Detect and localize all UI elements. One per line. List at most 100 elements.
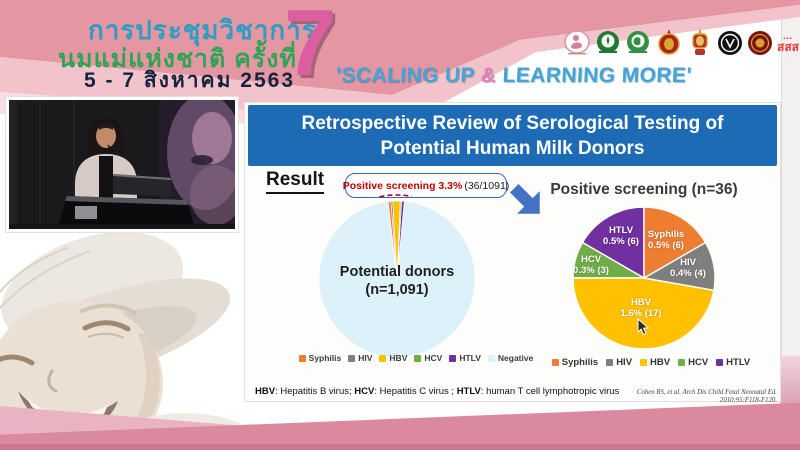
right-margin-strip	[781, 0, 800, 450]
legend-label-hcv: HCV	[424, 353, 443, 363]
presentation-slide: Retrospective Review of Serological Test…	[244, 102, 781, 405]
callout-highlight: Positive screening 3.3%	[342, 179, 463, 192]
legend-swatch-hbv	[379, 354, 387, 362]
organizer-logos: ▪▪▪ สสส	[563, 28, 799, 58]
legend-label-hbv: HBV	[389, 353, 408, 363]
legend-label-htlv: HTLV	[726, 357, 751, 368]
legend-item-negative: Negative	[487, 353, 533, 363]
potential-donors-pie-chart	[318, 194, 476, 358]
legend-item-htlv: HTLV	[716, 357, 750, 368]
microphone	[107, 144, 117, 157]
slide-title-bar: Retrospective Review of Serological Test…	[248, 105, 777, 166]
legend-item-hiv: HIV	[348, 353, 372, 363]
left-pie-legend: Syphilis HIV HBV HCV HTLV Negative	[291, 353, 541, 363]
legend-swatch-syphilis	[298, 354, 306, 362]
edition-number: 7	[284, 0, 337, 95]
fn-def-htlv: : human T cell lymphotropic virus	[480, 386, 620, 397]
department-of-health-logo-icon	[627, 31, 649, 53]
legend-item-syphilis: Syphilis	[298, 353, 342, 363]
abbreviation-footnote: HBV: Hepatitis B virus; HCV: Hepatitis C…	[255, 386, 619, 397]
legend-label-hiv: HIV	[616, 357, 633, 368]
slogan-prefix: 'SCALING UP	[335, 64, 482, 87]
fn-abbr-hcv: HCV	[354, 386, 375, 397]
conference-title-line2: นมแม่แห่งชาติ ครั้งที่	[58, 45, 297, 73]
slide-title-line1: Retrospective Review of Serological Test…	[301, 113, 724, 134]
medical-council-logo-icon	[718, 31, 742, 55]
sss-flag-dots: ▪▪▪	[783, 36, 793, 42]
legend-swatch-htlv	[716, 359, 724, 366]
presenter-face	[96, 124, 116, 148]
ministry-of-public-health-logo-icon	[597, 31, 619, 53]
legend-label-syphilis: Syphilis	[308, 353, 342, 363]
pie-slice-hbv	[572, 277, 715, 350]
cursor-icon	[637, 317, 650, 336]
result-heading: Result	[266, 169, 325, 194]
mouse-cursor	[637, 317, 651, 341]
hiv-name: HIV	[680, 257, 696, 268]
syphilis-name: Syphilis	[647, 229, 685, 240]
legend-item-hcv: HCV	[678, 357, 708, 368]
positive-screening-callout: Positive screening 3.3% (36/1091)	[342, 173, 510, 198]
arrow-icon	[510, 184, 540, 214]
pie-label-hiv: HIV 0.4% (4)	[656, 257, 720, 279]
thai-breastfeeding-center-logo-icon	[564, 30, 590, 55]
legend-item-hiv: HIV	[606, 357, 632, 368]
pie-label-hcv: HCV 0.3% (3)	[559, 254, 623, 276]
legend-swatch-syphilis	[551, 359, 559, 366]
syphilis-pct: 0.5% (6)	[648, 240, 684, 251]
legend-item-syphilis: Syphilis	[551, 357, 599, 368]
highlight-dashed-arc	[379, 194, 412, 198]
citation: Cohen RS, et al. Arch Dis Child Fetal Ne…	[636, 389, 777, 404]
legend-swatch-hiv	[348, 354, 356, 362]
slogan-ampersand: &	[480, 64, 497, 87]
legend-label-hiv: HIV	[358, 353, 373, 363]
slogan-suffix: LEARNING MORE'	[495, 64, 693, 87]
donor-label-line1: Potential donors	[339, 264, 455, 280]
hcv-name: HCV	[580, 254, 602, 265]
callout-detail: (36/1091)	[464, 179, 510, 192]
right-margin-pink	[780, 356, 800, 416]
positive-screening-pie-chart	[572, 206, 716, 350]
hbv-pct: 1.6% (17)	[620, 308, 662, 319]
thai-health-promotion-sss-logo: ▪▪▪ สสส	[777, 36, 799, 54]
presenter-video-feed	[6, 97, 238, 232]
royal-college-crown-logo-icon	[692, 28, 708, 55]
bottom-band-dark-pink	[0, 444, 800, 450]
hbv-name: HBV	[630, 297, 652, 308]
legend-label-hcv: HCV	[688, 357, 709, 368]
slide-footnote-row: HBV: Hepatitis B virus; HCV: Hepatitis C…	[255, 386, 777, 405]
slide-title-line2: Potential Human Milk Donors	[380, 138, 645, 159]
pie-slice-syphilis	[643, 206, 707, 280]
hiv-pct: 0.4% (4)	[670, 268, 706, 279]
donor-label-line2: (n=1,091)	[365, 282, 429, 298]
presenter-video-scene	[9, 100, 235, 229]
legend-item-hcv: HCV	[414, 353, 442, 363]
legend-swatch-hbv	[640, 359, 648, 366]
legend-label-htlv: HTLV	[459, 353, 481, 363]
legend-swatch-hcv	[414, 354, 422, 362]
royal-thai-emblem-logo-icon	[658, 29, 680, 55]
legend-swatch-htlv	[449, 354, 457, 362]
fn-def-hbv: : Hepatitis B virus;	[275, 386, 355, 397]
conference-date: 5 - 7 สิงหาคม 2563	[84, 69, 296, 92]
sss-text: สสส	[777, 40, 799, 54]
pie-slice-negative	[318, 200, 476, 358]
conference-title-line1: การประชุมวิชาการ	[88, 15, 317, 45]
legend-swatch-hcv	[678, 359, 686, 366]
legend-label-hbv: HBV	[650, 357, 671, 368]
pie-label-htlv: HTLV 0.5% (6)	[589, 225, 653, 247]
podium	[57, 196, 195, 229]
laptop	[113, 174, 171, 196]
red-emblem-logo-icon	[748, 31, 772, 55]
transition-arrow	[503, 177, 551, 230]
legend-swatch-hiv	[606, 359, 614, 366]
legend-item-htlv: HTLV	[449, 353, 481, 363]
legend-label-syphilis: Syphilis	[561, 357, 599, 368]
legend-item-hbv: HBV	[640, 357, 670, 368]
pie-slice-htlv	[581, 206, 645, 280]
conference-slogan: 'SCALING UP & LEARNING MORE'	[335, 64, 692, 88]
htlv-pct: 0.5% (6)	[603, 236, 639, 247]
pie-slice-syphilis	[387, 200, 398, 280]
positive-screening-title: Positive screening (n=36)	[550, 181, 738, 198]
